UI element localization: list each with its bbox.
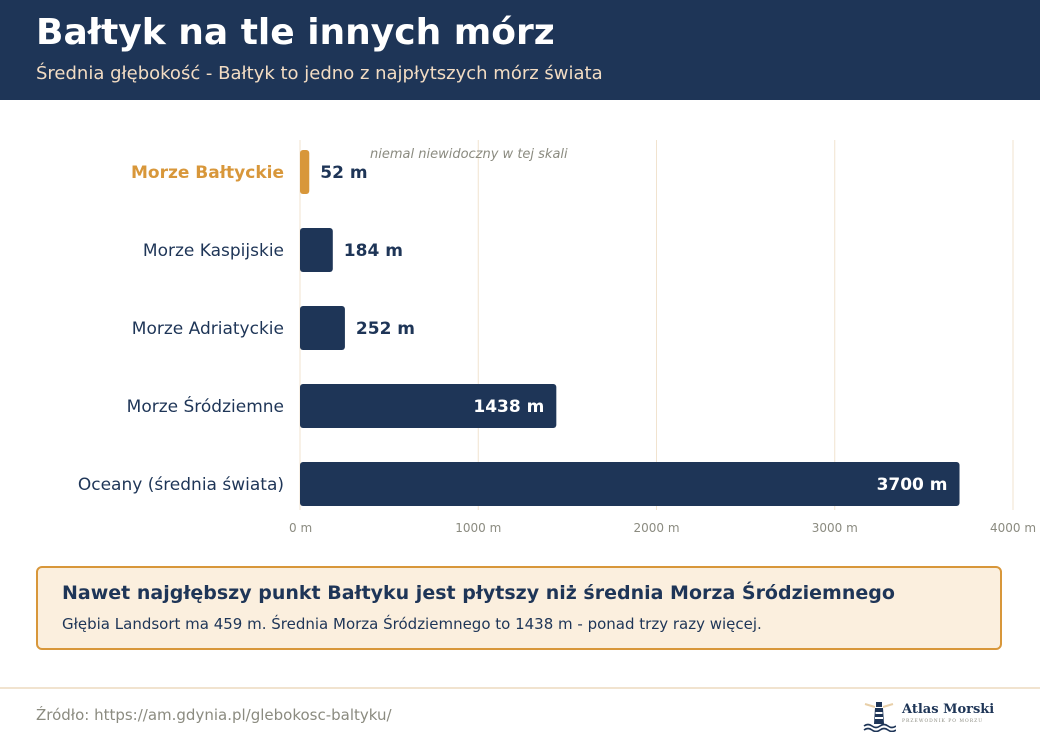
x-tick-label: 0 m	[289, 521, 312, 535]
footer-divider	[0, 687, 1040, 689]
depth-bar-chart: 0 m 1000 m 2000 m 3000 m 4000 m Morze Bałtyck…	[78, 140, 1036, 535]
bar	[300, 150, 310, 194]
page-title: Bałtyk na tle innych mórz	[36, 12, 555, 53]
category-label: Morze Śródziemne	[127, 395, 284, 417]
logo-tagline: PRZEWODNIK PO MORZU	[902, 719, 984, 724]
category-label: Morze Kaspijskie	[143, 241, 284, 261]
bar	[300, 306, 345, 350]
page-subtitle: Średnia głębokość - Bałtyk to jedno z na…	[36, 63, 603, 84]
category-label: Oceany (średnia świata)	[78, 475, 284, 495]
category-label: Morze Adriatyckie	[132, 319, 284, 339]
callout-title: Nawet najgłębszy punkt Bałtyku jest płyt…	[62, 582, 895, 604]
x-tick-label: 3000 m	[812, 521, 858, 535]
callout-text: Głębia Landsort ma 459 m. Średnia Morza …	[62, 615, 762, 633]
value-label: 252 m	[356, 319, 415, 339]
value-label: 52 m	[320, 163, 367, 183]
bar	[300, 462, 960, 506]
category-label: Morze Bałtyckie	[131, 163, 284, 183]
x-tick-label: 4000 m	[990, 521, 1036, 535]
source-text: Źródło: https://am.gdynia.pl/glebokosc-b…	[36, 706, 392, 724]
value-label: 3700 m	[877, 475, 948, 495]
x-tick-label: 2000 m	[633, 521, 679, 535]
bar	[300, 384, 557, 428]
logo-name: Atlas Morski	[902, 702, 995, 717]
value-label: 184 m	[344, 241, 403, 261]
annotation-label: niemal niewidoczny w tej skali	[370, 147, 568, 162]
callout-box: Nawet najgłębszy punkt Bałtyku jest płyt…	[36, 566, 1002, 650]
lighthouse-icon	[863, 702, 896, 732]
value-label: 1438 m	[473, 397, 544, 417]
x-tick-label: 1000 m	[455, 521, 501, 535]
atlas-morski-logo: Atlas Morski PRZEWODNIK PO MORZU	[862, 698, 995, 732]
bar	[300, 228, 333, 272]
header: Bałtyk na tle innych mórz Średnia głębok…	[0, 0, 1040, 100]
